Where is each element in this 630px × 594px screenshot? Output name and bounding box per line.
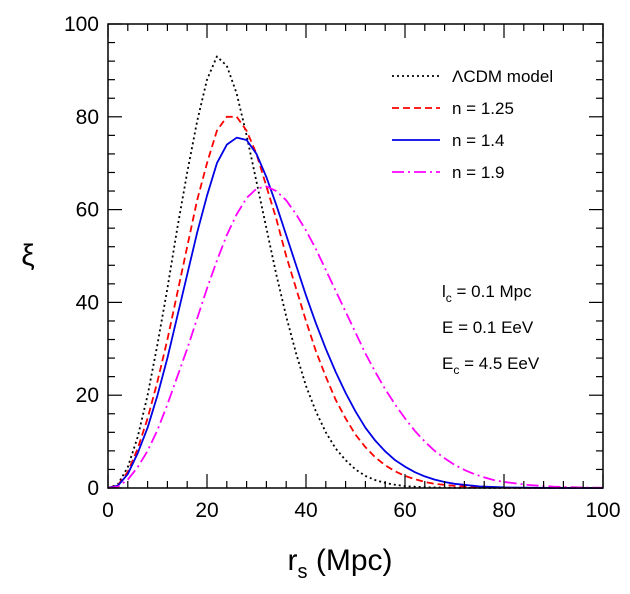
- x-tick-label: 40: [294, 499, 317, 522]
- series-curves: [107, 55, 604, 489]
- x-tick-label: 80: [492, 499, 515, 522]
- annotation-lc: lc = 0.1 Mpc: [442, 282, 532, 305]
- x-axis-title: rs (Mpc): [288, 544, 393, 583]
- plot-frame: [107, 23, 604, 489]
- x-tick-label: 20: [195, 499, 218, 522]
- series-line-0: [107, 55, 603, 489]
- x-tick-label: 100: [585, 499, 620, 522]
- x-tick-label: 0: [102, 499, 114, 522]
- y-tick-label: 80: [76, 106, 99, 129]
- x-axis-title-subscript: s: [298, 561, 308, 583]
- legend-label-2: n = 1.4: [452, 131, 504, 150]
- series-line-2: [107, 136, 604, 489]
- legend-label-1: n = 1.25: [452, 99, 514, 118]
- axis-ticks: [107, 23, 604, 489]
- series-line-3: [107, 185, 604, 489]
- x-tick-label: 60: [393, 499, 416, 522]
- y-tick-label: 100: [64, 13, 99, 36]
- axis-tick-labels: 0 20 40 60 80 100 0 20 40 60 80 100: [64, 13, 621, 522]
- series-line-1: [107, 115, 603, 489]
- x-axis-title-unit: (Mpc): [308, 544, 393, 577]
- legend-label-0: ΛCDM model: [452, 67, 553, 86]
- legend-label-3: n = 1.9: [452, 163, 504, 182]
- annotation-e: E = 0.1 EeV: [442, 318, 534, 337]
- y-tick-label: 60: [76, 199, 99, 222]
- y-tick-label: 20: [76, 384, 99, 407]
- legend: ΛCDM model n = 1.25 n = 1.4 n = 1.9: [392, 67, 553, 182]
- annotation-ec: Ec = 4.5 EeV: [442, 354, 540, 377]
- y-tick-label: 40: [76, 291, 99, 314]
- x-axis-title-main: r: [288, 544, 298, 577]
- y-tick-label: 0: [87, 477, 99, 500]
- parameter-annotations: lc = 0.1 Mpc E = 0.1 EeV Ec = 4.5 EeV: [442, 282, 540, 377]
- y-axis-title: ξ: [21, 239, 34, 272]
